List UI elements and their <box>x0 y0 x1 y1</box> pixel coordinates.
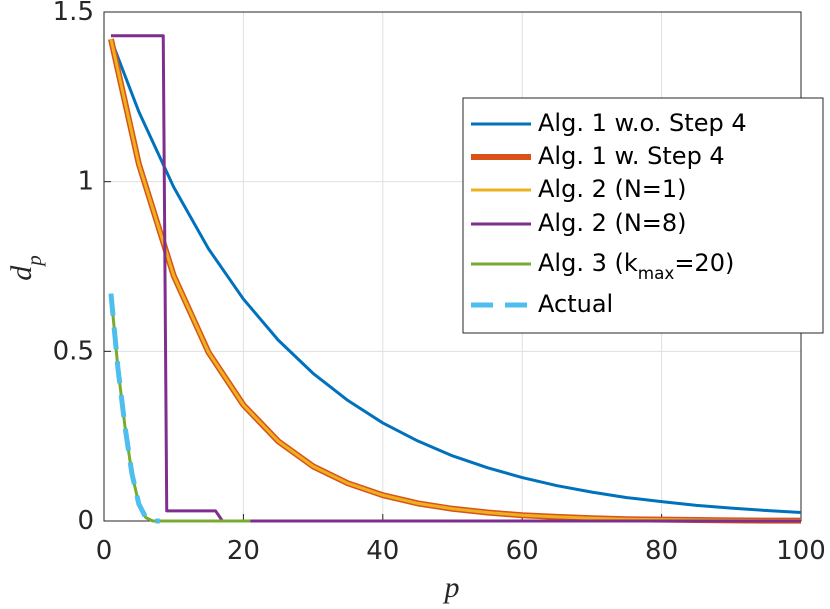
x-tick-label: 100 <box>776 536 826 566</box>
legend-label: Actual <box>538 290 613 318</box>
y-tick-label: 1.5 <box>53 0 94 27</box>
series-line-clip <box>110 34 801 523</box>
x-tick-label: 40 <box>366 536 399 566</box>
series-line-clip <box>108 293 160 524</box>
legend: Alg. 1 w.o. Step 4 Alg. 1 w. Step 4 Alg. 2… <box>462 97 824 334</box>
series-line <box>109 38 802 515</box>
legend-label: Alg. 1 w.o. Step 4 <box>538 109 747 137</box>
series-line <box>108 293 160 524</box>
y-axis-label: dp <box>5 255 46 281</box>
x-tick-label: 0 <box>96 536 113 566</box>
series-line-clip <box>109 38 802 515</box>
y-tick-label: 0 <box>77 506 94 536</box>
series-line-clip <box>109 293 251 523</box>
legend-label: Alg. 3 (kmax=20) <box>538 249 734 283</box>
y-tick-label: 1 <box>77 166 94 196</box>
x-tick-label: 20 <box>227 536 260 566</box>
legend-label: Alg. 1 w. Step 4 <box>538 142 725 170</box>
x-tick-label: 80 <box>645 536 678 566</box>
legend-label: Alg. 2 (N=1) <box>538 175 687 203</box>
series-line <box>109 293 251 523</box>
series-line <box>110 34 801 523</box>
x-axis-label: p <box>443 571 460 604</box>
legend-label: Alg. 2 (N=8) <box>538 209 687 237</box>
legend-box <box>462 97 824 334</box>
x-tick-label: 60 <box>506 536 539 566</box>
y-tick-label: 0.5 <box>53 336 94 366</box>
